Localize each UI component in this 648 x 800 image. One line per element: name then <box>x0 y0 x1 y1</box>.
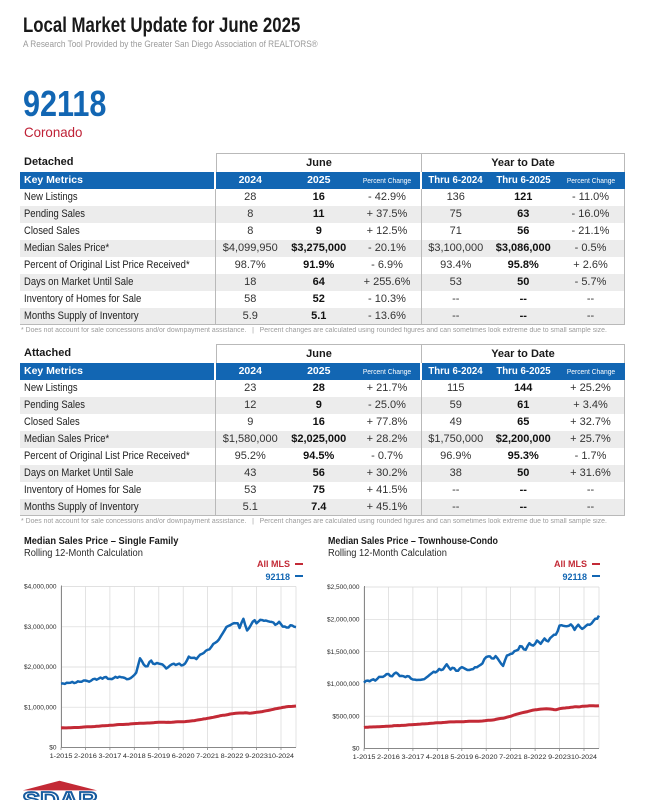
svg-text:$1,500,000: $1,500,000 <box>327 649 360 656</box>
svg-text:8-2022: 8-2022 <box>221 753 244 760</box>
svg-text:4-2018: 4-2018 <box>123 753 146 760</box>
svg-text:3-2017: 3-2017 <box>99 753 122 760</box>
svg-text:6-2020: 6-2020 <box>172 753 195 760</box>
svg-text:2-2016: 2-2016 <box>74 753 97 760</box>
svg-text:8-2022: 8-2022 <box>524 754 547 761</box>
svg-text:SDAR: SDAR <box>23 788 98 800</box>
svg-text:$2,000,000: $2,000,000 <box>327 617 360 624</box>
svg-text:$2,500,000: $2,500,000 <box>327 584 360 591</box>
svg-text:$1,000,000: $1,000,000 <box>327 681 360 688</box>
svg-text:$2,000,000: $2,000,000 <box>24 664 57 671</box>
svg-text:2-2016: 2-2016 <box>377 754 400 761</box>
svg-text:1-2015: 1-2015 <box>353 754 376 761</box>
svg-text:6-2020: 6-2020 <box>475 754 498 761</box>
svg-text:10-2024: 10-2024 <box>268 753 294 760</box>
svg-text:$0: $0 <box>352 746 360 753</box>
svg-text:9-2023: 9-2023 <box>245 753 268 760</box>
svg-text:$4,000,000: $4,000,000 <box>24 584 57 591</box>
svg-text:5-2019: 5-2019 <box>450 754 473 761</box>
svg-text:7-2021: 7-2021 <box>196 753 219 760</box>
svg-text:$3,000,000: $3,000,000 <box>24 624 57 631</box>
svg-text:$1,000,000: $1,000,000 <box>24 705 57 712</box>
svg-text:4-2018: 4-2018 <box>426 754 449 761</box>
svg-text:$500,000: $500,000 <box>332 713 359 720</box>
svg-text:10-2024: 10-2024 <box>571 754 597 761</box>
svg-text:7-2021: 7-2021 <box>499 754 522 761</box>
svg-text:5-2019: 5-2019 <box>147 753 170 760</box>
svg-text:3-2017: 3-2017 <box>402 754 425 761</box>
svg-text:9-2023: 9-2023 <box>548 754 571 761</box>
svg-text:$0: $0 <box>49 745 57 752</box>
svg-text:1-2015: 1-2015 <box>50 753 73 760</box>
